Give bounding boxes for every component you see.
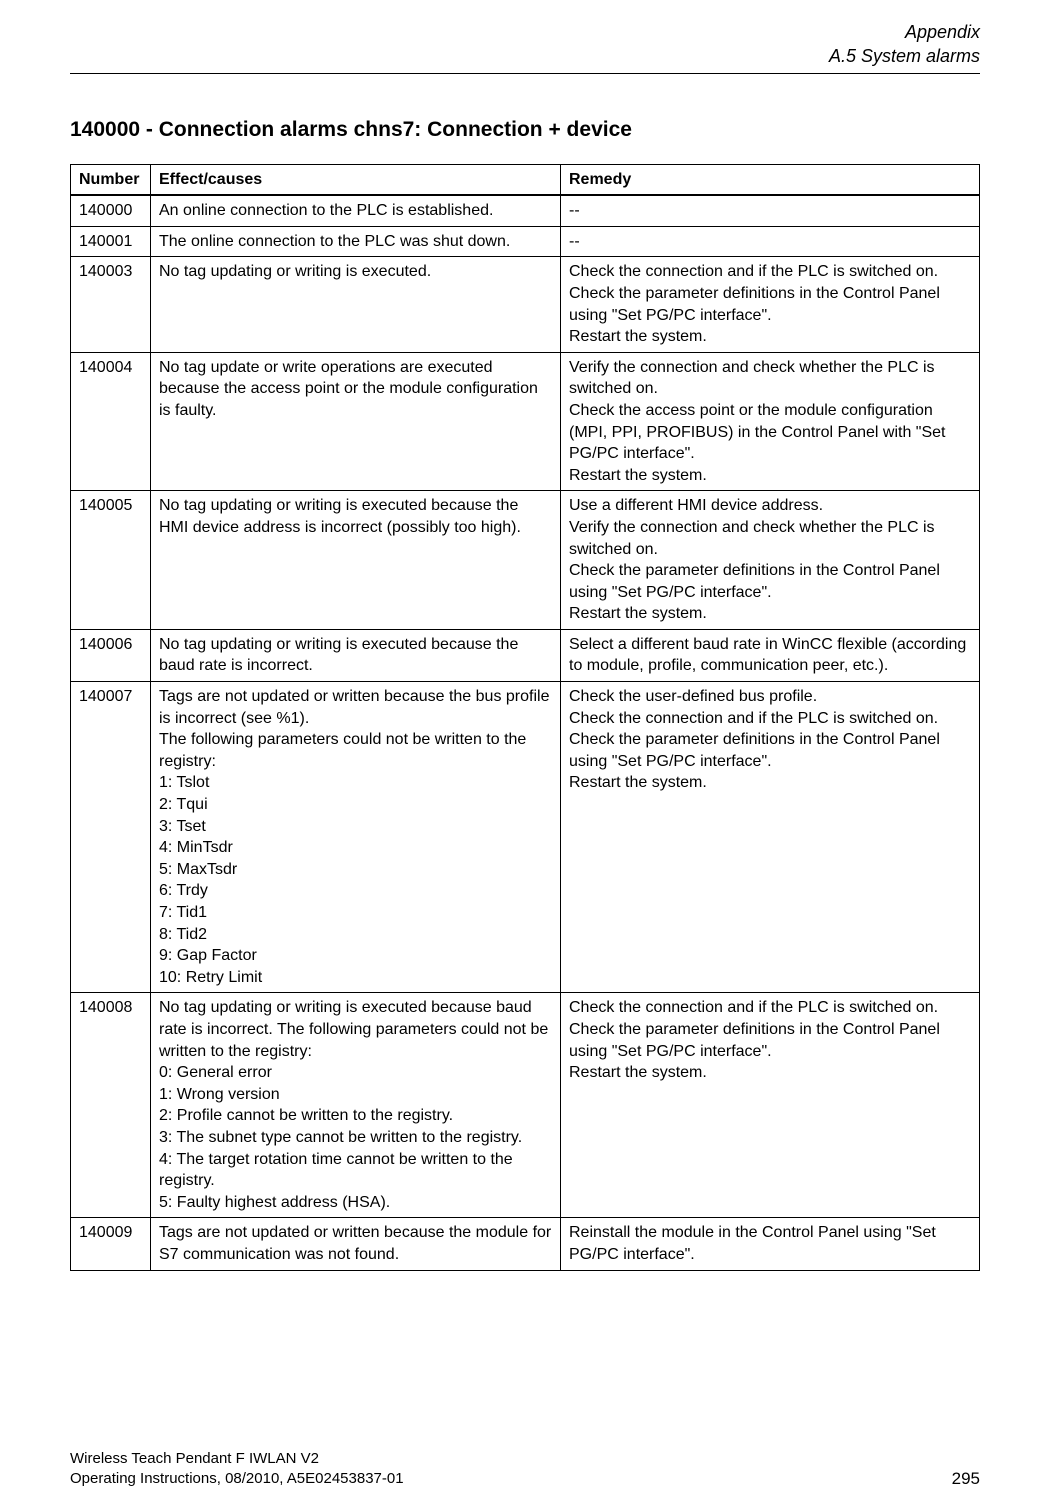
table-row: 140001 The online connection to the PLC … [71,226,980,257]
page-container: Appendix A.5 System alarms 140000 - Conn… [0,0,1040,1509]
cell-remedy: Select a different baud rate in WinCC fl… [561,629,980,681]
table-row: 140000 An online connection to the PLC i… [71,195,980,226]
footer-line1: Wireless Teach Pendant F IWLAN V2 [70,1449,404,1469]
header-doc-section: Appendix [70,20,980,44]
cell-effect: No tag updating or writing is executed b… [151,491,561,630]
table-row: 140004 No tag update or write operations… [71,352,980,491]
footer: Wireless Teach Pendant F IWLAN V2 Operat… [70,1389,980,1490]
alarm-table: Number Effect/causes Remedy 140000 An on… [70,164,980,1271]
footer-left: Wireless Teach Pendant F IWLAN V2 Operat… [70,1449,404,1490]
cell-remedy: Verify the connection and check whether … [561,352,980,491]
section-title: 140000 - Connection alarms chns7: Connec… [70,118,980,142]
cell-remedy: Use a different HMI device address. Veri… [561,491,980,630]
cell-effect: An online connection to the PLC is estab… [151,195,561,226]
table-row: 140003 No tag updating or writing is exe… [71,257,980,352]
cell-number: 140006 [71,629,151,681]
cell-number: 140003 [71,257,151,352]
cell-effect: The online connection to the PLC was shu… [151,226,561,257]
cell-effect: No tag updating or writing is executed b… [151,629,561,681]
cell-effect: No tag updating or writing is executed. [151,257,561,352]
header-rule [70,73,980,74]
table-row: 140008 No tag updating or writing is exe… [71,993,980,1218]
header-sub-section: A.5 System alarms [70,44,980,68]
cell-remedy: -- [561,195,980,226]
cell-number: 140007 [71,682,151,993]
cell-effect: Tags are not updated or written because … [151,1218,561,1270]
col-header-remedy: Remedy [561,164,980,195]
cell-effect: Tags are not updated or written because … [151,682,561,993]
table-row: 140007 Tags are not updated or written b… [71,682,980,993]
cell-number: 140005 [71,491,151,630]
cell-remedy: Reinstall the module in the Control Pane… [561,1218,980,1270]
table-row: 140006 No tag updating or writing is exe… [71,629,980,681]
table-header-row: Number Effect/causes Remedy [71,164,980,195]
table-row: 140005 No tag updating or writing is exe… [71,491,980,630]
col-header-number: Number [71,164,151,195]
table-row: 140009 Tags are not updated or written b… [71,1218,980,1270]
cell-number: 140009 [71,1218,151,1270]
cell-number: 140000 [71,195,151,226]
footer-line2: Operating Instructions, 08/2010, A5E0245… [70,1469,404,1489]
cell-effect: No tag updating or writing is executed b… [151,993,561,1218]
cell-effect: No tag update or write operations are ex… [151,352,561,491]
cell-number: 140004 [71,352,151,491]
cell-remedy: Check the connection and if the PLC is s… [561,993,980,1218]
cell-remedy: Check the user-defined bus profile. Chec… [561,682,980,993]
cell-number: 140008 [71,993,151,1218]
header-block: Appendix A.5 System alarms [70,20,980,73]
cell-number: 140001 [71,226,151,257]
cell-remedy: -- [561,226,980,257]
col-header-effect: Effect/causes [151,164,561,195]
footer-page-number: 295 [952,1469,980,1489]
cell-remedy: Check the connection and if the PLC is s… [561,257,980,352]
